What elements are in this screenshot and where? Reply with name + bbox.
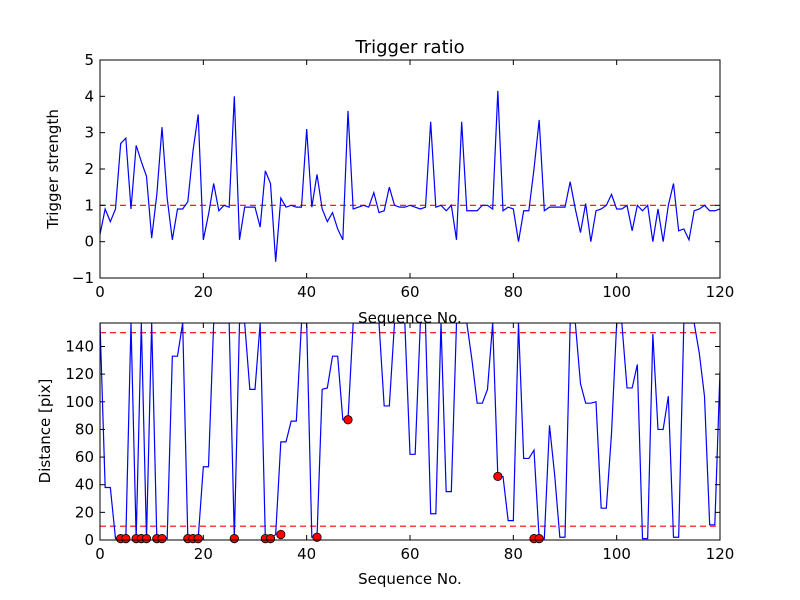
x-tick-label: 120	[706, 545, 735, 563]
y-tick-label: 100	[65, 393, 94, 411]
y-axis-label: Distance [pix]	[36, 379, 54, 484]
x-tick-label: 20	[194, 283, 213, 301]
data-marker	[157, 534, 167, 544]
y-axis-label: Trigger strength	[44, 109, 62, 230]
x-tick-label: 80	[504, 283, 523, 301]
data-marker	[312, 532, 322, 542]
y-tick-label: 60	[75, 448, 94, 466]
x-axis-label: Sequence No.	[358, 570, 462, 588]
data-marker	[493, 471, 503, 482]
y-tick-label: 3	[84, 124, 94, 142]
y-tick-label: 4	[84, 87, 94, 105]
data-marker	[193, 534, 203, 544]
data-series-line	[100, 90, 720, 262]
x-tick-label: 0	[95, 283, 105, 301]
data-marker	[229, 534, 239, 544]
x-tick-label: 100	[602, 545, 631, 563]
y-tick-label: 0	[84, 531, 94, 549]
y-tick-label: 80	[75, 420, 94, 438]
x-tick-label: 80	[504, 545, 523, 563]
x-tick-label: 60	[400, 545, 419, 563]
y-tick-label: 5	[84, 51, 94, 69]
x-tick-label: 0	[95, 545, 105, 563]
data-marker	[276, 529, 286, 540]
y-tick-label: 120	[65, 365, 94, 383]
trigger-ratio-panel: Trigger ratio Sequence No. Trigger stren…	[44, 37, 734, 327]
x-tick-label: 20	[194, 545, 213, 563]
y-tick-label: 0	[84, 233, 94, 251]
y-tick-label: 140	[65, 337, 94, 355]
data-marker	[265, 534, 276, 544]
y-tick-label: 2	[84, 160, 94, 178]
x-tick-label: 120	[706, 283, 735, 301]
y-tick-label: 20	[75, 503, 94, 521]
y-tick-label: 1	[84, 196, 94, 214]
chart-title: Trigger ratio	[354, 37, 464, 58]
data-marker	[534, 534, 544, 544]
x-tick-label: 40	[297, 545, 316, 563]
data-marker	[121, 534, 131, 544]
y-tick-label: −1	[72, 269, 94, 287]
x-tick-label: 100	[602, 283, 631, 301]
x-tick-label: 40	[297, 283, 316, 301]
data-series-line	[100, 323, 720, 540]
distance-panel: Sequence No. Distance [pix] 0 20 40 60 80 100…	[36, 322, 735, 588]
x-tick-label: 60	[400, 283, 419, 301]
y-tick-label: 40	[75, 476, 94, 494]
data-marker	[141, 534, 152, 544]
data-marker	[343, 415, 353, 425]
